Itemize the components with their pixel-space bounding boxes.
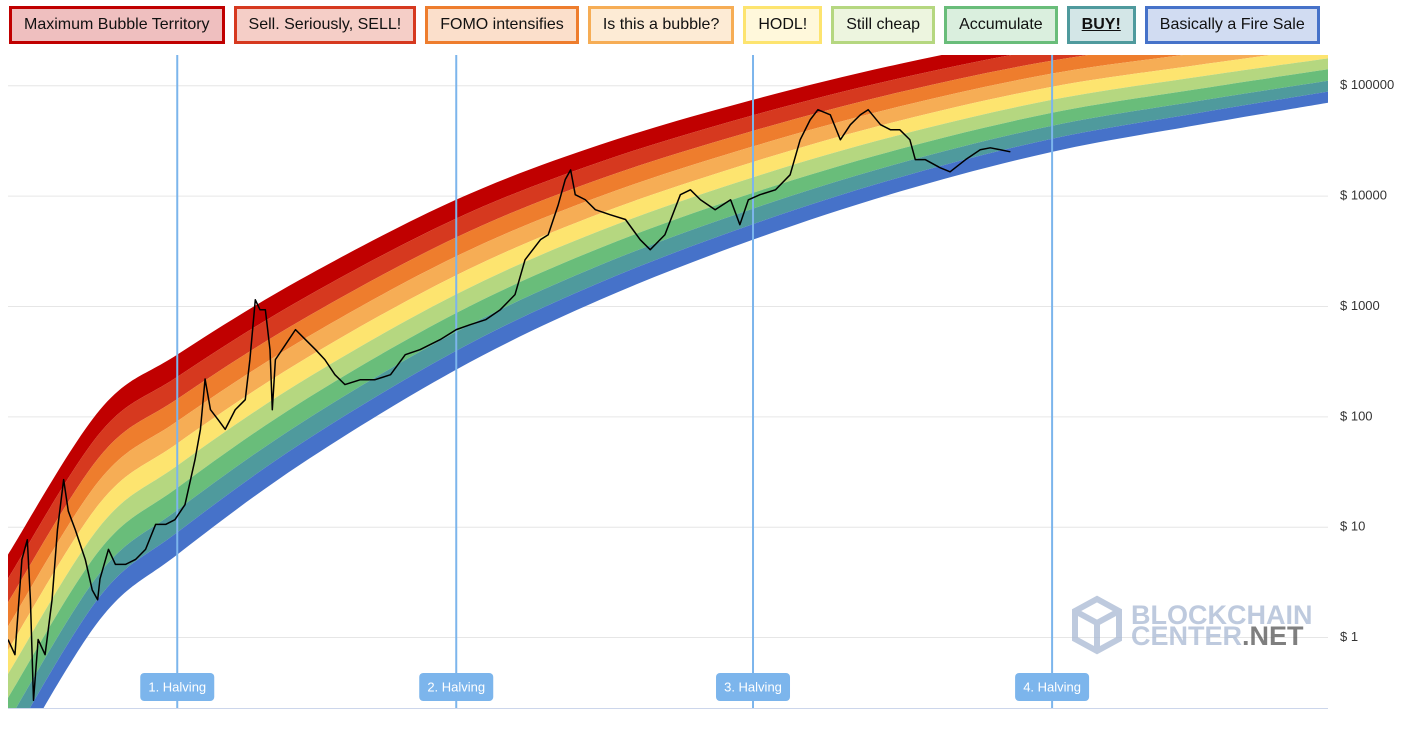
y-tick-label: $ 10 xyxy=(1340,519,1365,534)
y-axis: $ 1 $ 10 $ 100 $ 1000 $ 10000 $ 100000 xyxy=(1340,77,1394,644)
legend-button[interactable]: FOMO intensifies xyxy=(425,6,579,44)
y-tick-label: $ 1000 xyxy=(1340,298,1380,313)
halving-label: 1. Halving xyxy=(148,679,206,694)
halving-label: 3. Halving xyxy=(724,679,782,694)
watermark-logo xyxy=(1072,595,1122,655)
y-tick-label: $ 1 xyxy=(1340,629,1358,644)
legend-button[interactable]: BUY! xyxy=(1066,6,1136,44)
legend-button[interactable]: Still cheap xyxy=(831,6,936,44)
price-line-group xyxy=(8,108,1011,702)
legend-button[interactable]: HODL! xyxy=(743,6,823,44)
legend-button[interactable]: Maximum Bubble Territory xyxy=(9,6,225,44)
price-line xyxy=(8,108,1011,702)
legend-button[interactable]: Basically a Fire Sale xyxy=(1144,6,1320,44)
legend-button[interactable]: Sell. Seriously, SELL! xyxy=(233,6,417,44)
halving-label-box xyxy=(419,673,494,701)
rainbow xyxy=(8,55,1328,708)
halvings: 1. Halving 2. Halving 3. Halving 4. Halving xyxy=(140,55,1090,708)
watermark-text: .NET xyxy=(1242,621,1304,651)
y-tick-label: $ 100000 xyxy=(1340,77,1394,92)
halving-label: 4. Halving xyxy=(1023,679,1081,694)
watermark: BLOCKCHAIN CENTER .NET xyxy=(1072,595,1313,655)
watermark-text: CENTER xyxy=(1131,621,1242,651)
y-tick-label: $ 10000 xyxy=(1340,188,1387,203)
legend: Maximum Bubble Territory Sell. Seriously,… xyxy=(9,6,1320,44)
halving-label-box xyxy=(140,673,215,701)
y-tick-label: $ 100 xyxy=(1340,408,1373,423)
halving-label-box xyxy=(1015,673,1090,701)
watermark-text: BLOCKCHAIN xyxy=(1131,600,1313,630)
legend-button[interactable]: Accumulate xyxy=(944,6,1058,44)
legend-button[interactable]: Is this a bubble? xyxy=(587,6,735,44)
halving-label-box xyxy=(716,673,791,701)
halving-label: 2. Halving xyxy=(427,679,485,694)
